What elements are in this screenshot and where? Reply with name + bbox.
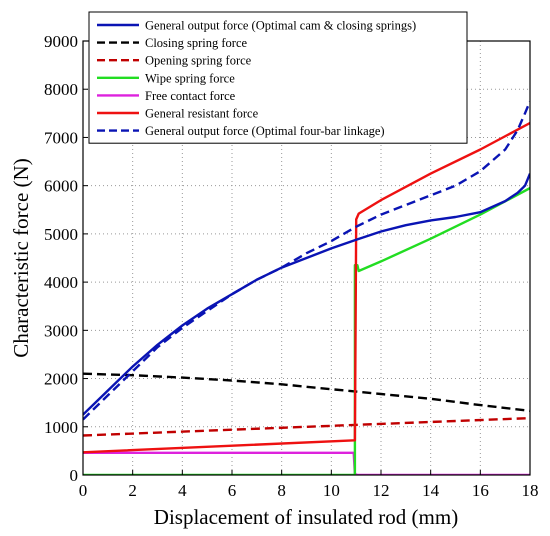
x-tick-label: 8 (277, 481, 286, 500)
y-tick-label: 8000 (44, 80, 78, 99)
x-tick-label: 2 (128, 481, 137, 500)
series-line-1 (83, 372, 530, 413)
series-lines (83, 100, 530, 475)
x-tick-label: 12 (373, 481, 390, 500)
legend-label: Closing spring force (145, 36, 248, 50)
y-tick-label: 9000 (44, 32, 78, 51)
x-tick-label: 4 (178, 481, 187, 500)
legend-label: General output force (Optimal four-bar l… (145, 124, 385, 138)
x-tick-label: 0 (79, 481, 88, 500)
legend-label: Free contact force (145, 89, 236, 103)
series-line-0 (83, 173, 530, 416)
y-tick-label: 4000 (44, 273, 78, 292)
x-tick-label: 14 (422, 481, 440, 500)
legend-label: Wipe spring force (145, 71, 235, 85)
y-tick-label: 0 (70, 466, 79, 485)
x-tick-label: 16 (472, 481, 489, 500)
legend-label: General output force (Optimal cam & clos… (145, 19, 416, 33)
y-tick-label: 7000 (44, 128, 78, 147)
series-line-2 (83, 416, 530, 437)
y-tick-label: 2000 (44, 370, 78, 389)
series-line-5 (83, 121, 530, 454)
ticks: 0 2 4 6 8 10 12 14 16 18 0 1000 2000 3000 4000 5000 6000… (44, 32, 539, 500)
legend-label: General resistant force (145, 107, 259, 121)
x-axis-title: Displacement of insulated rod (mm) (154, 505, 458, 529)
legend-label: Opening spring force (145, 54, 252, 68)
legend-box (88, 11, 468, 144)
series-layer (83, 100, 530, 475)
y-tick-label: 3000 (44, 321, 78, 340)
series-line-6 (83, 100, 530, 421)
y-tick-label: 5000 (44, 225, 78, 244)
legend: General output force (Optimal cam & clos… (88, 11, 468, 144)
x-tick-label: 18 (522, 481, 539, 500)
y-axis-title: Characteristic force (N) (9, 158, 33, 357)
y-tick-label: 6000 (44, 177, 78, 196)
x-tick-label: 10 (323, 481, 340, 500)
y-tick-label: 1000 (44, 418, 78, 437)
x-tick-label: 6 (228, 481, 237, 500)
